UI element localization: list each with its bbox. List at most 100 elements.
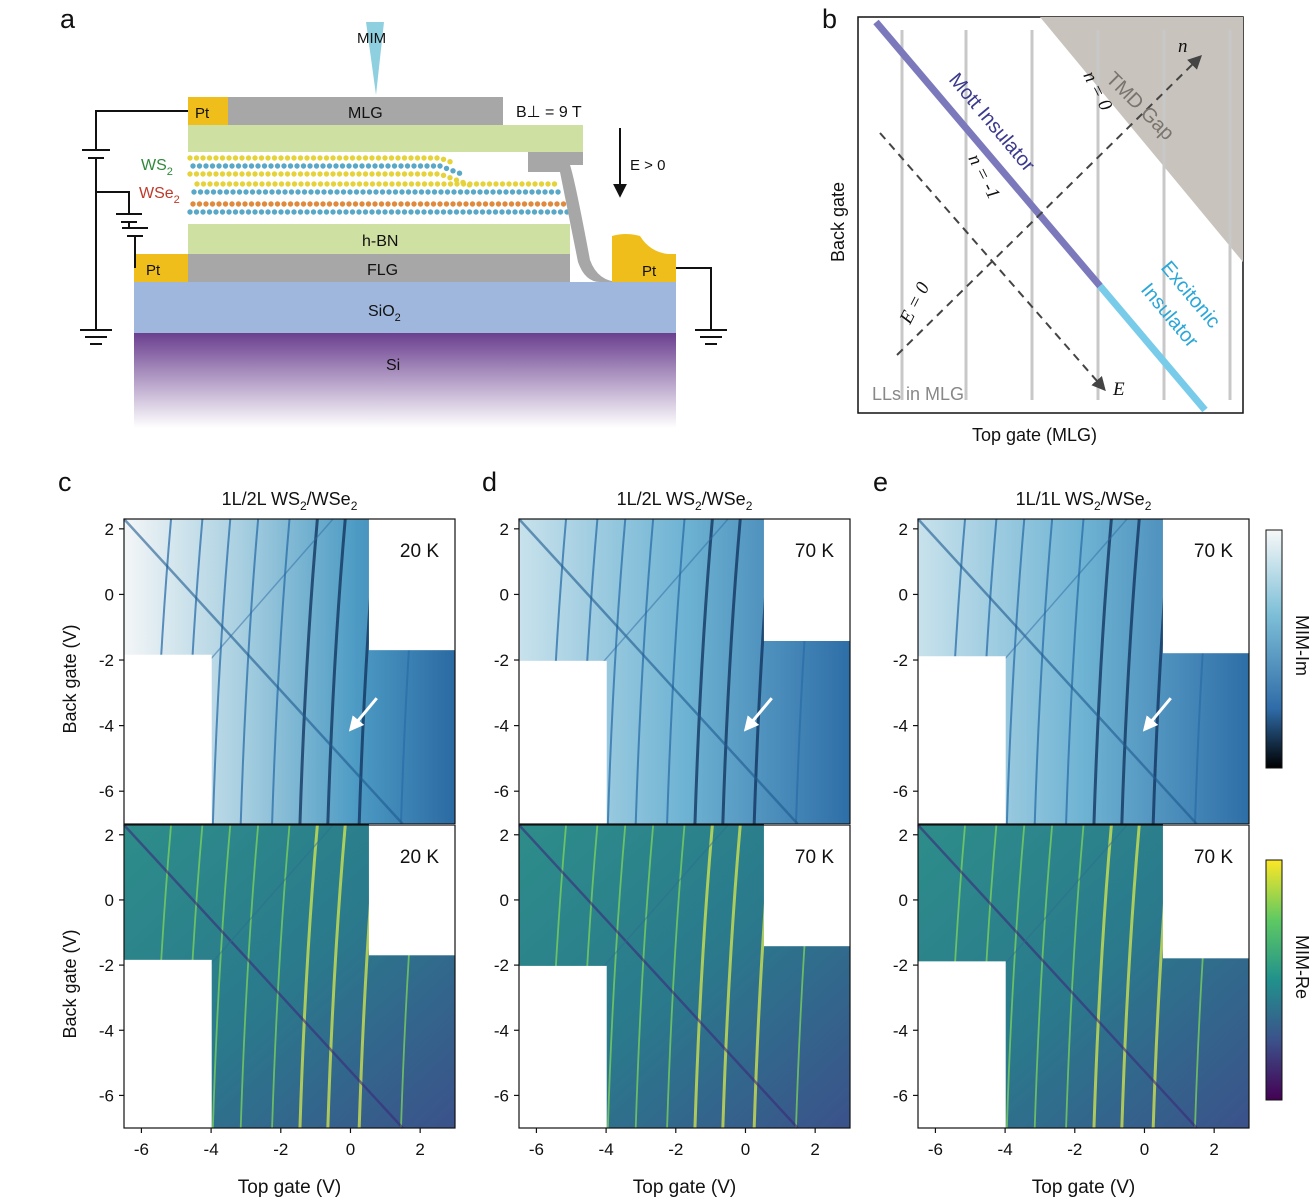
- atom: [548, 189, 555, 195]
- atom: [236, 189, 243, 195]
- y-tick-label: -2: [99, 651, 114, 670]
- atom: [297, 171, 304, 177]
- atom: [382, 171, 388, 177]
- temperature-label: 70 K: [1194, 541, 1233, 562]
- atom: [255, 201, 261, 207]
- atom: [440, 156, 447, 162]
- atom: [287, 163, 294, 169]
- atom: [278, 181, 285, 187]
- atom: [324, 181, 330, 187]
- atom: [317, 181, 324, 187]
- atom: [486, 181, 493, 187]
- ll-feature: [606, 824, 627, 1129]
- device-schematic: Si SiO2 FLG Pt h-BN MLG Pt Pt MIM B⊥: [80, 22, 727, 428]
- atom: [291, 171, 297, 177]
- ll-feature: [239, 518, 260, 825]
- atom: [336, 209, 343, 215]
- hbn-bottom: [188, 224, 570, 254]
- atom: [330, 209, 336, 215]
- atom: [252, 209, 258, 215]
- atom: [196, 201, 203, 207]
- highlight-arrow: [348, 697, 378, 732]
- atom: [415, 181, 421, 187]
- atom: [386, 189, 392, 195]
- atom: [447, 181, 454, 187]
- atom: [226, 155, 232, 161]
- x-tick-label: 0: [346, 1140, 355, 1159]
- b-field-label: B⊥ = 9 T: [516, 104, 582, 121]
- atom: [388, 209, 395, 215]
- wse2-label: WSe2: [139, 185, 180, 206]
- sio2-layer: [134, 282, 676, 333]
- map-xlabel: Top gate (V): [238, 1177, 342, 1198]
- atom: [424, 163, 430, 169]
- ll-feature: [1092, 518, 1113, 825]
- atom: [232, 209, 239, 215]
- y-tick-label: -6: [494, 1086, 509, 1105]
- atom: [313, 163, 320, 169]
- ll-feature: [298, 824, 319, 1129]
- si-label: Si: [386, 357, 400, 374]
- atom: [356, 181, 363, 187]
- excitonic-line: [1097, 283, 1208, 413]
- atom: [467, 181, 473, 187]
- atom: [298, 181, 304, 187]
- atom: [245, 209, 252, 215]
- atom: [421, 155, 427, 161]
- map-re-1: 70 K 2 0 -2 -4 -6 -6 -4 -2 0 2 Top gate (V): [494, 824, 851, 1198]
- map-im-0: 20 K 2 0 -2 -4 -6 Back gate (V): [60, 518, 456, 825]
- atom: [310, 209, 317, 215]
- atom: [274, 201, 281, 207]
- atom: [235, 201, 242, 207]
- atom: [460, 181, 467, 187]
- atom: [248, 163, 255, 169]
- y-tick-label: 0: [899, 891, 908, 910]
- atom: [326, 163, 333, 169]
- map-blank-region: [1162, 824, 1250, 959]
- atom: [382, 155, 388, 161]
- atom: [219, 209, 226, 215]
- atom: [385, 163, 391, 169]
- atom: [327, 189, 334, 195]
- ll-feature: [211, 824, 232, 1129]
- atom: [269, 189, 275, 195]
- atom: [434, 155, 440, 161]
- atom: [352, 201, 359, 207]
- atom: [281, 163, 287, 169]
- atom: [343, 209, 349, 215]
- ll-feature: [693, 518, 714, 825]
- n-arrow: [896, 55, 1202, 356]
- atom: [310, 171, 317, 177]
- atom: [187, 209, 193, 215]
- atom: [444, 189, 451, 195]
- atom: [310, 155, 317, 161]
- atom: [431, 189, 438, 195]
- ll-feature: [1033, 518, 1054, 825]
- temperature-label: 20 K: [400, 847, 439, 868]
- atom: [226, 171, 232, 177]
- map-ylabel: Back gate (V): [60, 929, 80, 1038]
- atom: [427, 209, 434, 215]
- atom: [375, 209, 382, 215]
- x-tick-label: -6: [529, 1140, 544, 1159]
- atom: [340, 189, 347, 195]
- map-blank-region: [518, 660, 607, 825]
- atom: [326, 201, 333, 207]
- panel-label-d: d: [482, 467, 497, 497]
- atom: [206, 155, 213, 161]
- ws2-label: WS2: [141, 157, 173, 178]
- atom: [454, 181, 460, 187]
- atom: [284, 171, 291, 177]
- atom: [411, 201, 417, 207]
- map-blank-region: [123, 959, 212, 1129]
- atom: [200, 171, 206, 177]
- atom: [425, 189, 431, 195]
- atom: [291, 181, 298, 187]
- atom: [349, 171, 356, 177]
- map-blank-region: [368, 824, 456, 956]
- atom: [226, 209, 232, 215]
- atom: [395, 171, 401, 177]
- atom: [525, 181, 532, 187]
- atom: [294, 163, 300, 169]
- atom: [261, 163, 268, 169]
